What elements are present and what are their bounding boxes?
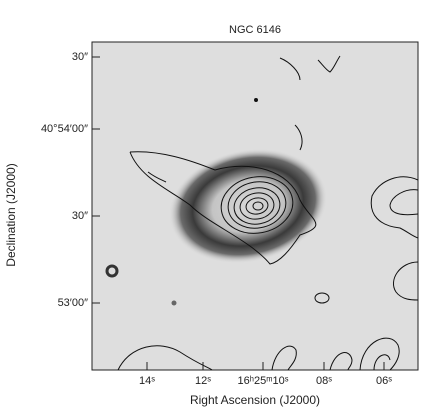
star [171,300,177,306]
x-tick-label: 08ˢ [316,375,332,387]
title: NGC 6146 [229,24,281,36]
galaxy [168,148,328,264]
tick-marks [92,56,385,370]
contours [117,55,419,371]
x-tick-label: 12ˢ [195,375,211,387]
y-tick-label: 40°54′00″ [41,123,88,135]
y-tick-label: 30″ [72,51,88,63]
y-tick-label: 30″ [72,210,88,222]
x-tick-label: 14ˢ [139,375,155,387]
x-tick-label: 06ˢ [376,375,392,387]
image-panel [91,41,419,371]
y-axis-label: Declination (J2000) [4,163,18,266]
x-tick-label: 16ʰ25ᵐ10ˢ [238,375,289,387]
star [105,264,119,278]
x-axis-label: Right Ascension (J2000) [190,393,320,407]
y-tick-label: 53′00″ [58,297,89,309]
